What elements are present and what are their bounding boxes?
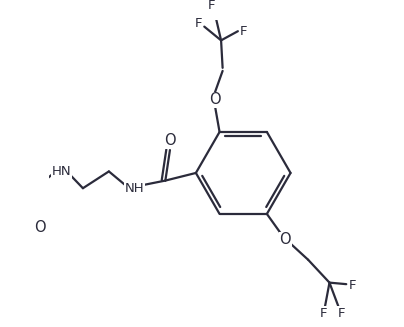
Text: F: F	[349, 279, 356, 292]
Text: F: F	[338, 307, 345, 320]
Text: O: O	[164, 133, 176, 148]
Text: NH: NH	[125, 182, 145, 195]
Text: O: O	[209, 93, 221, 107]
Text: O: O	[280, 232, 291, 248]
Text: F: F	[240, 25, 248, 38]
Text: O: O	[34, 220, 46, 235]
Text: F: F	[194, 17, 202, 30]
Text: HN: HN	[52, 165, 72, 178]
Text: F: F	[208, 0, 216, 12]
Text: F: F	[320, 307, 327, 320]
